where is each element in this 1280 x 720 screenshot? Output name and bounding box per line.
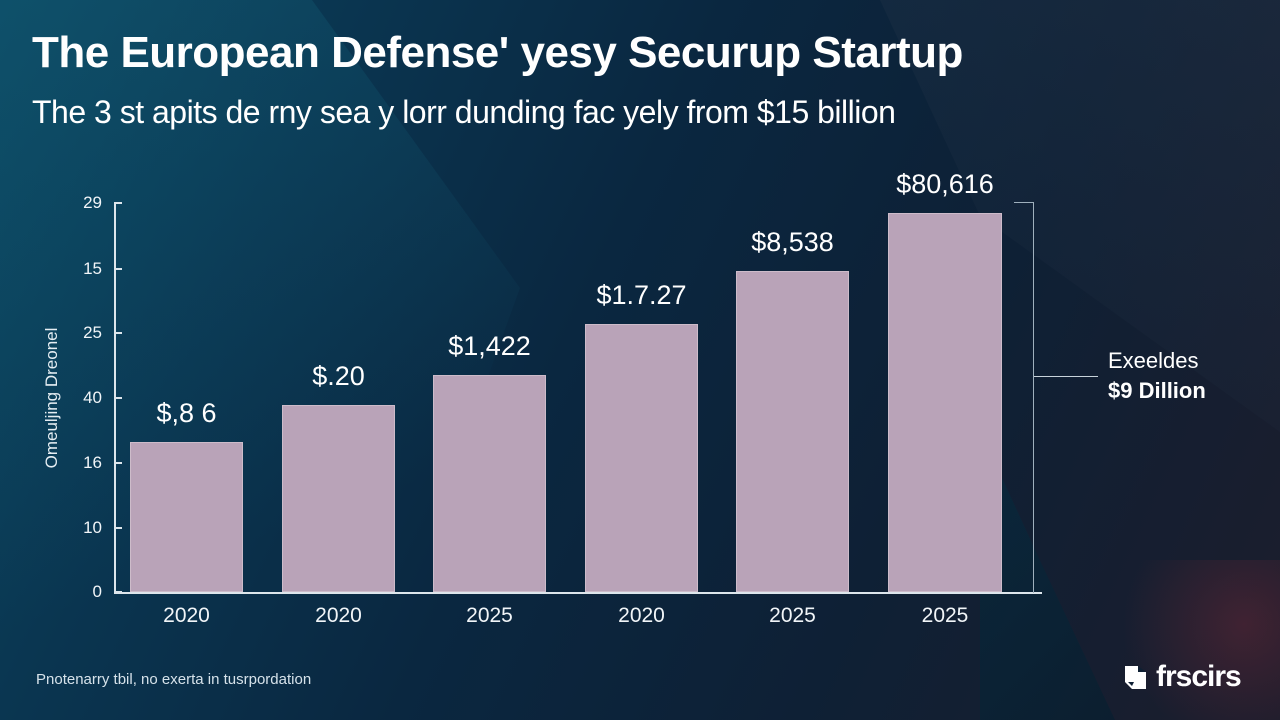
y-tick-mark (114, 268, 122, 270)
bar (433, 375, 546, 592)
annotation-line-1: Exeeldes (1108, 348, 1199, 373)
bar (736, 271, 849, 592)
y-tick-mark (114, 397, 122, 399)
y-tick-label: 15 (83, 259, 102, 278)
x-axis-line (114, 592, 1042, 594)
bar-value-label: $.20 (312, 361, 365, 391)
x-tick-label: 2020 (163, 604, 210, 627)
footnote: Pnotenarry tbil, no exerta in tusrpordat… (36, 671, 312, 688)
y-tick-mark (114, 462, 122, 464)
document-corner-icon (1125, 666, 1146, 689)
bar-value-label: $,8 6 (156, 398, 217, 428)
bar-value-label: $8,538 (751, 227, 834, 257)
y-tick-label: 0 (92, 582, 102, 601)
annotation: Exeeldes $9 Dillion (1108, 346, 1206, 406)
bar-value-label: $80,616 (896, 169, 994, 199)
x-tick-label: 2025 (769, 604, 816, 627)
bar-value-label: $1.7.27 (596, 280, 687, 310)
y-tick-label: 10 (83, 518, 102, 537)
y-tick-label: 25 (83, 323, 102, 342)
y-tick-label: 29 (83, 193, 102, 212)
y-tick-label: 16 (83, 453, 102, 472)
y-tick-mark (114, 591, 122, 593)
background-glow (1100, 560, 1280, 720)
annotation-line-2: $9 Dillion (1108, 378, 1206, 403)
bar (585, 324, 698, 592)
annotation-bracket (1033, 203, 1034, 593)
y-tick-label: 40 (83, 388, 102, 407)
bar (888, 213, 1002, 592)
annotation-bracket-top (1014, 202, 1034, 203)
brand-logo: frscirs (1122, 660, 1242, 694)
y-tick-mark (114, 527, 122, 529)
x-tick-label: 2020 (618, 604, 665, 627)
bar (282, 405, 395, 592)
chart-title: The European Defense' yesy Securup Start… (32, 28, 963, 77)
chart-subtitle: The 3 st apits de rny sea y lorr dunding… (32, 94, 896, 130)
y-axis-label: Omeuljing Dreonel (42, 327, 61, 469)
x-tick-label: 2025 (921, 604, 969, 627)
x-tick-label: 2025 (466, 604, 513, 627)
y-tick-mark (114, 202, 122, 204)
x-tick-label: 2020 (315, 604, 362, 627)
bar-value-label: $1,422 (448, 331, 531, 361)
y-tick-mark (114, 332, 122, 334)
bar (130, 442, 243, 592)
logo-text: frscirs (1156, 660, 1242, 693)
annotation-leader-line (1034, 376, 1098, 377)
